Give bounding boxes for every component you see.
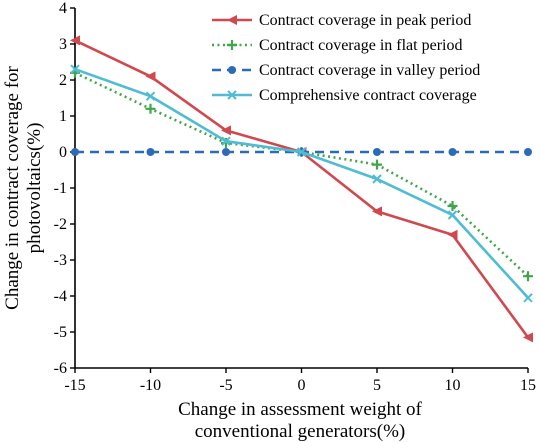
data-point-marker xyxy=(523,271,533,282)
y-tick-label: -2 xyxy=(54,216,67,233)
data-point-marker xyxy=(296,147,307,157)
x-axis-title-line-1: Change in assessment weight of xyxy=(178,399,422,420)
legend-label: Contract coverage in flat period xyxy=(259,37,462,54)
data-point-marker xyxy=(372,159,382,170)
legend: Contract coverage in peak period Contract… xyxy=(212,12,480,104)
data-point-marker xyxy=(222,148,230,156)
y-tick-label: -3 xyxy=(54,252,67,269)
legend-item: Contract coverage in peak period xyxy=(212,12,471,29)
x-tick-label: -10 xyxy=(140,377,161,394)
data-point-marker xyxy=(372,206,382,217)
data-point-marker xyxy=(145,71,156,82)
series-group xyxy=(70,35,533,343)
legend-label: Contract coverage in valley period xyxy=(259,62,480,79)
y-tick-label: 3 xyxy=(59,36,67,53)
series-4 xyxy=(70,64,533,303)
x-axis-title-line-2: conventional generators(%) xyxy=(195,421,406,442)
series-line xyxy=(74,39,530,339)
y-axis-title-line-2: photovoltaics(%) xyxy=(24,123,45,254)
data-point-marker xyxy=(71,148,79,156)
data-point-marker xyxy=(221,138,231,148)
data-point-marker xyxy=(447,201,458,211)
legend-item: Comprehensive contract coverage xyxy=(212,87,477,104)
data-point-marker xyxy=(227,15,237,25)
x-tick-label: 5 xyxy=(373,377,381,394)
y-tick-label: 4 xyxy=(59,0,67,17)
series-1 xyxy=(70,35,533,343)
legend-item: Contract coverage in valley period xyxy=(212,62,480,79)
y-tick-label: -1 xyxy=(54,180,67,197)
data-point-marker xyxy=(221,136,231,146)
y-tick-label: -6 xyxy=(54,360,67,377)
data-point-marker xyxy=(373,148,381,156)
data-point-marker xyxy=(146,148,155,156)
data-point-marker xyxy=(523,332,533,343)
y-tick-label: 0 xyxy=(59,144,67,161)
data-point-marker xyxy=(221,125,231,136)
data-point-marker xyxy=(227,40,237,50)
y-tick-label: -5 xyxy=(54,324,67,341)
data-point-marker xyxy=(448,148,457,156)
x-tick-label: 0 xyxy=(298,377,306,394)
legend-item: Contract coverage in flat period xyxy=(212,37,462,54)
data-point-marker xyxy=(372,174,382,184)
data-point-marker xyxy=(227,90,237,100)
legend-label: Contract coverage in peak period xyxy=(259,12,471,29)
data-point-marker xyxy=(70,35,80,46)
data-point-marker xyxy=(145,91,156,101)
data-point-marker xyxy=(70,64,80,74)
data-point-marker xyxy=(447,229,458,240)
y-tick-label: -4 xyxy=(54,288,67,305)
data-point-marker xyxy=(447,210,458,220)
data-point-marker xyxy=(145,103,156,114)
x-tick-label: -5 xyxy=(219,377,232,394)
x-tick-label: -15 xyxy=(64,377,85,394)
y-tick-label: 2 xyxy=(59,72,67,89)
y-axis-title-line-1: Change in contract coverage for xyxy=(2,65,23,309)
data-point-marker xyxy=(524,148,532,156)
legend-label: Comprehensive contract coverage xyxy=(259,87,477,104)
data-point-marker xyxy=(228,66,236,74)
x-axis-ticks: -15 -10 -5 0 5 10 15 xyxy=(64,368,536,394)
y-tick-label: 1 xyxy=(59,108,67,125)
x-tick-label: 15 xyxy=(520,377,536,394)
x-tick-label: 10 xyxy=(445,377,461,394)
data-point-marker xyxy=(523,293,533,303)
y-axis-ticks: 4 3 2 1 0 -1 -2 -3 -4 -5 -6 xyxy=(54,0,75,377)
